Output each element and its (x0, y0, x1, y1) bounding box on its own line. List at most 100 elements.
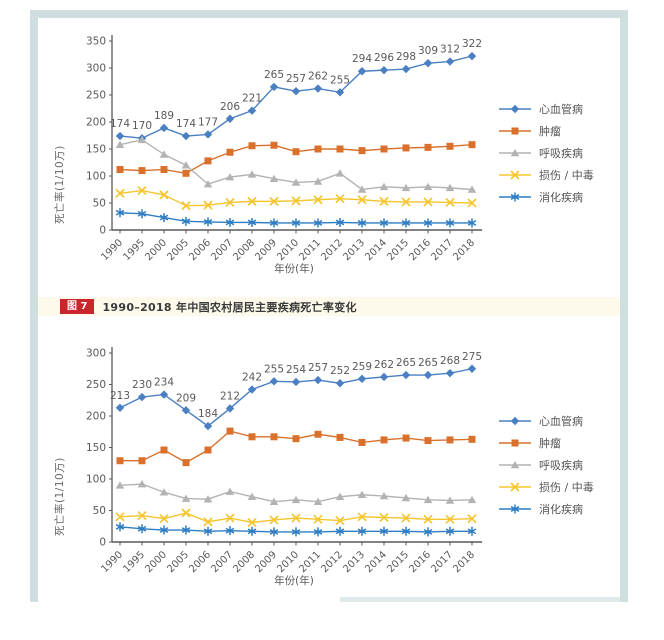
data-point-respiratory (225, 173, 235, 181)
data-label: 212 (220, 390, 240, 402)
y-tick-label: 250 (86, 379, 106, 391)
y-tick-label: 0 (99, 225, 106, 237)
data-point-digestive (269, 527, 279, 537)
data-point-digestive (247, 526, 257, 536)
data-point-respiratory (335, 492, 345, 500)
data-point-tumor (182, 169, 190, 177)
x-tick-label: 2007 (209, 549, 235, 575)
data-point-injury-poisoning (203, 200, 213, 210)
data-point-digestive (401, 218, 411, 228)
data-point-respiratory (423, 495, 433, 504)
data-point-respiratory (115, 481, 125, 489)
data-point-cardiovascular (247, 385, 257, 394)
data-point-tumor (248, 433, 256, 441)
data-point-digestive (379, 218, 389, 228)
x-tick-label: 2005 (165, 237, 191, 263)
data-point-injury-poisoning (445, 514, 455, 524)
data-point-tumor (314, 145, 322, 153)
data-point-cardiovascular (357, 67, 367, 76)
data-point-cardiovascular (379, 65, 389, 75)
data-label: 265 (264, 69, 284, 81)
data-point-respiratory (291, 178, 301, 186)
data-point-respiratory (313, 177, 323, 185)
legend-item-cardiovascular: 心血管病 (498, 414, 594, 428)
legend-marker-respiratory (510, 461, 520, 469)
data-point-digestive (159, 525, 169, 535)
x-tick-label: 2014 (363, 549, 389, 575)
legend-marker-star-icon (499, 504, 531, 514)
x-axis-title: 年份(年) (274, 262, 314, 275)
data-label: 312 (440, 44, 460, 56)
legend-label: 消化疾病 (539, 191, 583, 204)
x-tick-label: 2008 (231, 237, 257, 263)
x-tick-label: 2000 (143, 237, 169, 263)
data-label: 213 (110, 390, 130, 402)
legend-label: 呼吸疾病 (539, 459, 583, 472)
legend-item-tumor: 肿瘤 (498, 436, 594, 450)
data-point-digestive (313, 527, 323, 537)
data-point-digestive (137, 209, 147, 219)
data-label: 221 (242, 93, 262, 105)
legend-item-digestive: 消化疾病 (498, 190, 594, 204)
data-point-injury-poisoning (313, 195, 323, 205)
figure-caption: 图 7 1990–2018 年中国农村居民主要疾病死亡率变化 (38, 297, 620, 316)
line-chart-canvas: 0501001502002503001990199520002005200620… (86, 347, 482, 587)
data-label: 257 (308, 362, 328, 374)
x-tick-label: 1990 (99, 237, 125, 263)
legend-marker-diamond-icon (499, 416, 531, 426)
data-point-injury-poisoning (247, 517, 257, 528)
data-point-digestive (291, 218, 301, 228)
data-point-tumor (336, 433, 344, 441)
data-point-digestive (467, 218, 477, 228)
data-point-digestive (115, 208, 125, 218)
data-point-respiratory (445, 496, 455, 504)
data-point-cardiovascular (225, 114, 235, 123)
data-point-digestive (247, 217, 257, 227)
data-point-injury-poisoning (181, 508, 191, 518)
data-point-respiratory (247, 492, 257, 500)
data-point-respiratory (269, 174, 279, 182)
legend-marker-triangle-icon (499, 461, 531, 469)
data-label: 259 (352, 361, 372, 373)
data-point-injury-poisoning (269, 196, 279, 206)
series-tumor (116, 141, 476, 177)
line-chart-canvas: 0501001502002503003501990199520002005200… (86, 35, 482, 275)
data-point-respiratory (203, 180, 213, 188)
series-digestive (115, 208, 477, 228)
data-point-tumor (358, 147, 366, 155)
figure-number-badge: 图 7 (60, 299, 95, 314)
data-point-injury-poisoning (357, 195, 367, 205)
mortality-chart-bottom: 死亡率(1/10万) 0 50 100 150 200 250 300 1990 1995 200… (0, 340, 664, 640)
x-tick-label: 2006 (187, 237, 213, 263)
legend-marker-square-icon (499, 439, 531, 447)
data-point-tumor (248, 142, 256, 150)
x-tick-label: 2009 (253, 237, 279, 263)
data-point-injury-poisoning (269, 515, 279, 525)
data-point-cardiovascular (247, 106, 257, 115)
data-point-injury-poisoning (137, 510, 147, 521)
data-label: 275 (462, 351, 482, 363)
data-point-injury-poisoning (115, 512, 125, 522)
x-tick-label: 2016 (407, 549, 433, 575)
y-tick-label: 200 (86, 411, 106, 423)
data-point-respiratory (159, 150, 169, 158)
data-point-tumor (226, 427, 234, 435)
data-label: 174 (110, 118, 130, 130)
data-point-injury-poisoning (445, 197, 455, 208)
x-tick-label: 2015 (385, 549, 411, 575)
x-tick-label: 2011 (297, 549, 323, 575)
data-point-injury-poisoning (379, 512, 389, 523)
data-point-digestive (445, 218, 455, 228)
data-point-tumor (204, 446, 212, 454)
legend-label: 消化疾病 (539, 503, 583, 516)
data-point-respiratory (335, 169, 345, 177)
data-point-respiratory (357, 490, 367, 499)
data-label: 255 (264, 363, 284, 375)
legend-marker-injury-poisoning (510, 170, 520, 180)
legend-item-respiratory: 呼吸疾病 (498, 146, 594, 160)
legend-label: 损伤 / 中毒 (539, 169, 594, 182)
legend-marker-digestive (510, 192, 520, 202)
x-tick-label: 2015 (385, 237, 411, 263)
